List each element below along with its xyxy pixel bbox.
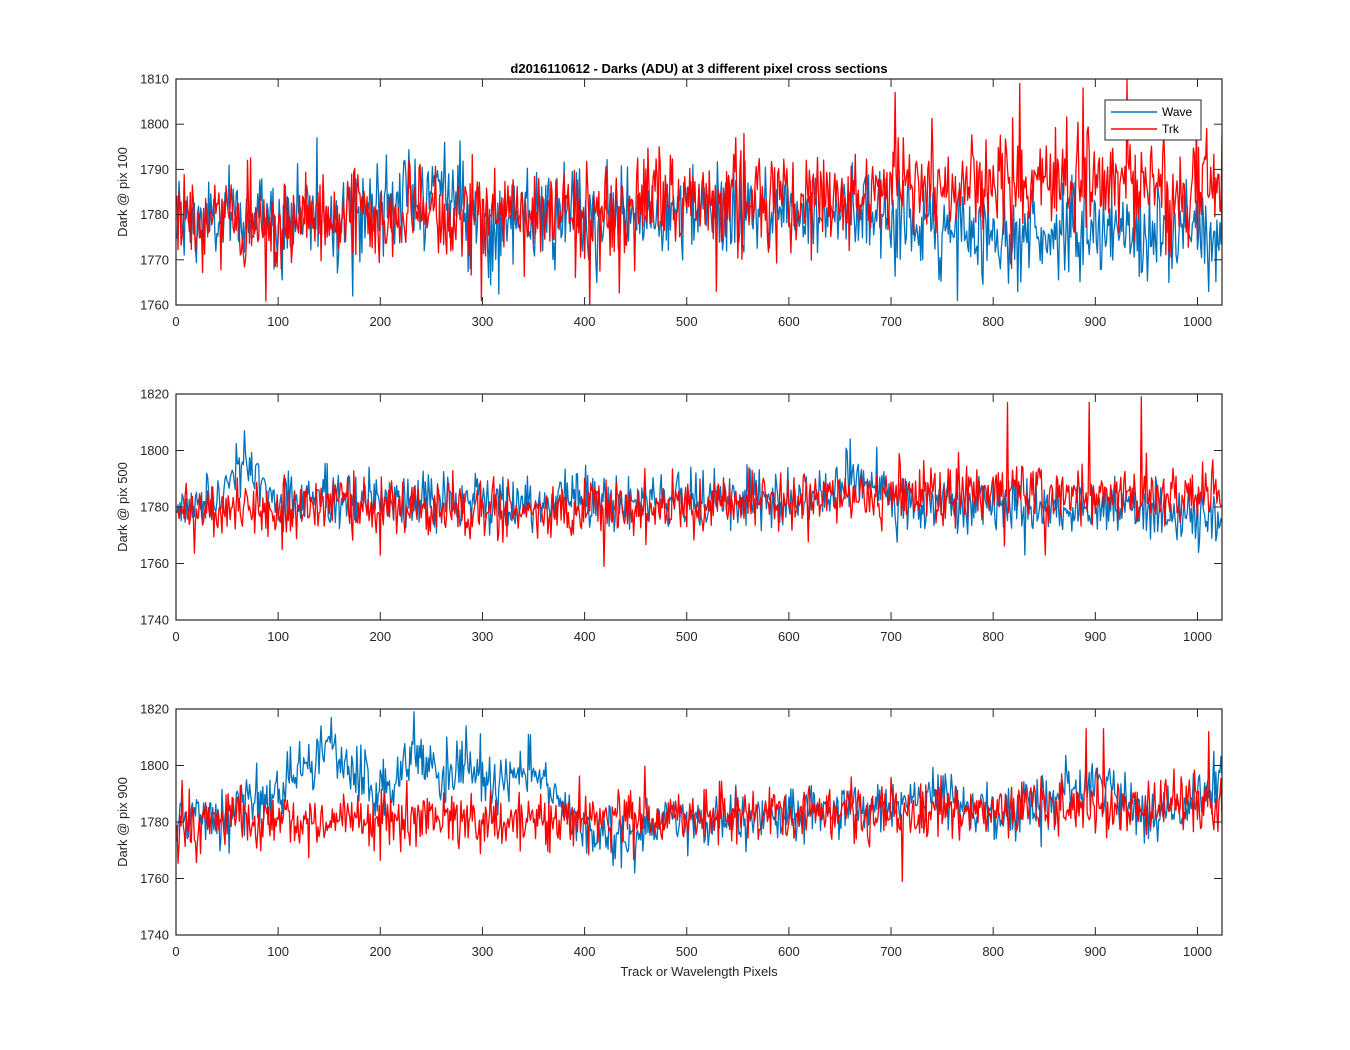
x-tick-label: 800 — [982, 314, 1004, 329]
y-tick-label: 1780 — [140, 207, 169, 222]
x-tick-label: 100 — [267, 944, 289, 959]
x-tick-label: 1000 — [1183, 629, 1212, 644]
y-tick-label: 1790 — [140, 162, 169, 177]
y-tick-label: 1800 — [140, 117, 169, 132]
x-tick-label: 600 — [778, 944, 800, 959]
x-tick-label: 800 — [982, 629, 1004, 644]
y-tick-label: 1770 — [140, 252, 169, 267]
y-tick-label: 1780 — [140, 815, 169, 830]
legend: Wave Trk — [1104, 99, 1202, 141]
x-tick-label: 700 — [880, 629, 902, 644]
y-tick-label: 1800 — [140, 443, 169, 458]
x-tick-label: 300 — [472, 944, 494, 959]
x-tick-label: 500 — [676, 944, 698, 959]
x-tick-label: 200 — [369, 314, 391, 329]
x-axis-label: Track or Wavelength Pixels — [620, 964, 778, 979]
x-tick-label: 0 — [172, 944, 179, 959]
y-tick-label: 1780 — [140, 500, 169, 515]
x-tick-label: 1000 — [1183, 314, 1212, 329]
legend-label-trk: Trk — [1162, 122, 1180, 136]
x-tick-label: 900 — [1084, 944, 1106, 959]
x-tick-label: 1000 — [1183, 944, 1212, 959]
x-tick-label: 400 — [574, 944, 596, 959]
panel-1: 0 100 200 300 400 500 600 700 800 900 1000 1760 1770… — [115, 72, 1223, 329]
y-tick-label: 1800 — [140, 758, 169, 773]
series-line-trk — [176, 396, 1222, 567]
x-tick-label: 100 — [267, 629, 289, 644]
y-tick-label: 1760 — [140, 298, 169, 313]
panel-2: 0 100 200 300 400 500 600 700 800 900 1000 1740 1760… — [115, 387, 1223, 644]
axes-box — [175, 78, 1223, 306]
x-tick-label: 0 — [172, 629, 179, 644]
y-axis-label: Dark @ pix 900 — [115, 777, 130, 867]
x-tick-label: 200 — [369, 944, 391, 959]
y-axis-label: Dark @ pix 100 — [115, 147, 130, 237]
y-tick-label: 1820 — [140, 702, 169, 717]
y-axis-label: Dark @ pix 500 — [115, 462, 130, 552]
series-line-trk — [176, 79, 1222, 305]
x-tick-label: 800 — [982, 944, 1004, 959]
y-tick-label: 1810 — [140, 72, 169, 87]
x-tick-label: 600 — [778, 629, 800, 644]
x-tick-label: 600 — [778, 314, 800, 329]
x-tick-label: 300 — [472, 629, 494, 644]
x-tick-label: 0 — [172, 314, 179, 329]
x-tick-label: 200 — [369, 629, 391, 644]
y-tick-label: 1820 — [140, 387, 169, 402]
x-tick-label: 900 — [1084, 629, 1106, 644]
x-tick-label: 700 — [880, 314, 902, 329]
x-tick-label: 400 — [574, 629, 596, 644]
legend-box — [1104, 99, 1202, 141]
x-tick-label: 300 — [472, 314, 494, 329]
x-tick-label: 700 — [880, 944, 902, 959]
chart-title: d2016110612 - Darks (ADU) at 3 different… — [510, 61, 887, 76]
y-tick-label: 1740 — [140, 613, 169, 628]
legend-label-wave: Wave — [1162, 105, 1193, 119]
x-tick-label: 400 — [574, 314, 596, 329]
panel-3: 0 100 200 300 400 500 600 700 800 900 1000 1740 1760… — [115, 702, 1223, 959]
x-tick-label: 500 — [676, 314, 698, 329]
y-tick-label: 1740 — [140, 928, 169, 943]
x-tick-label: 500 — [676, 629, 698, 644]
y-tick-label: 1760 — [140, 556, 169, 571]
x-tick-label: 100 — [267, 314, 289, 329]
y-tick-label: 1760 — [140, 871, 169, 886]
x-tick-label: 900 — [1084, 314, 1106, 329]
series-line-trk — [176, 728, 1222, 882]
